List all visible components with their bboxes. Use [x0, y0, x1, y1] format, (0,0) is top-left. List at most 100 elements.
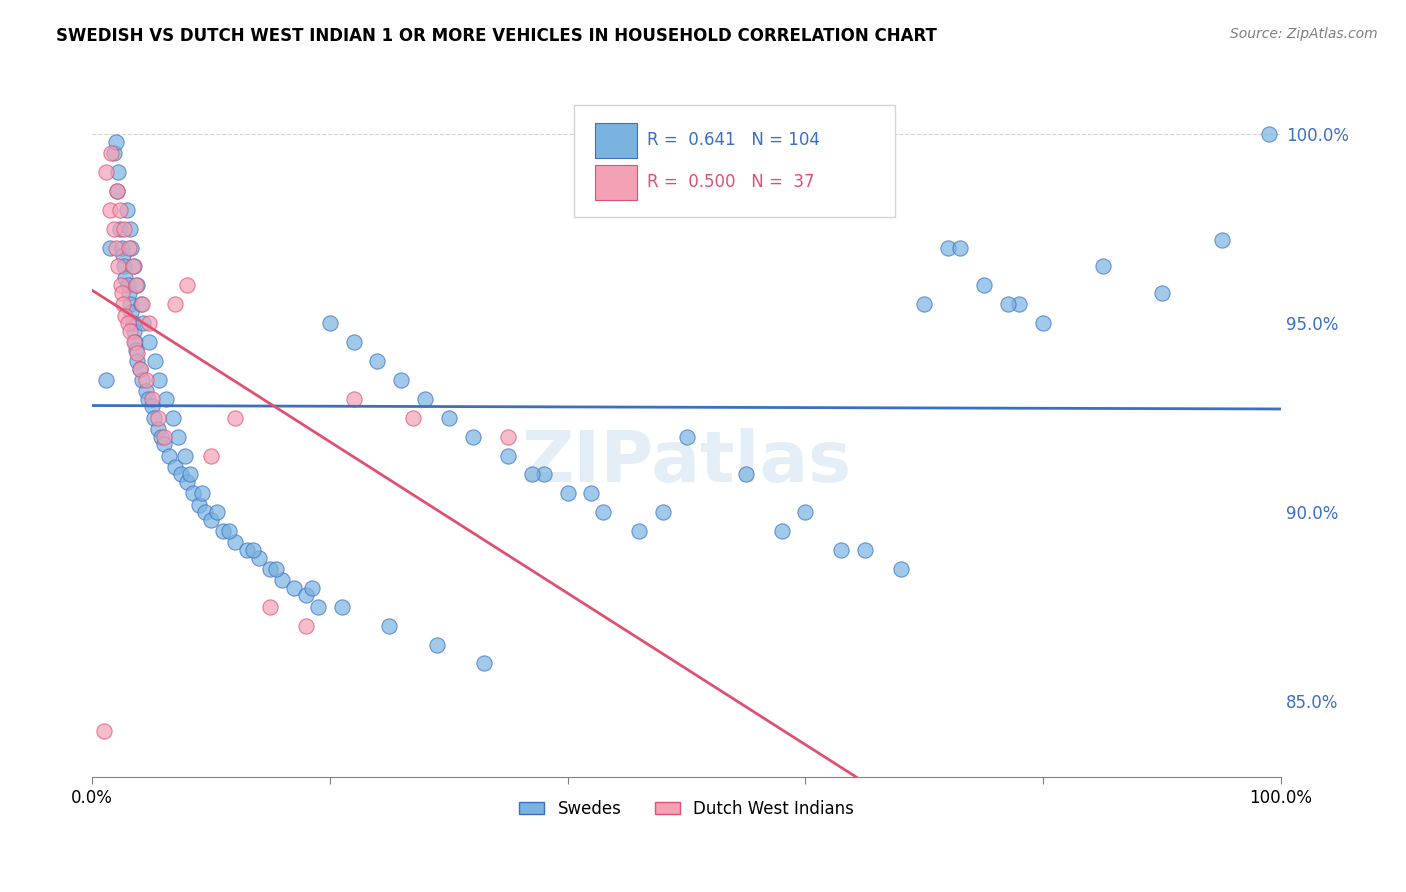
Point	[194, 505, 217, 519]
Point	[112, 260, 135, 274]
Point	[830, 543, 852, 558]
Point	[128, 361, 150, 376]
Point	[1091, 260, 1114, 274]
Point	[162, 410, 184, 425]
Point	[125, 343, 148, 357]
Point	[112, 221, 135, 235]
Point	[557, 486, 579, 500]
Point	[103, 221, 125, 235]
Text: ZIPatlas: ZIPatlas	[522, 427, 852, 497]
Point	[496, 429, 519, 443]
Point	[107, 165, 129, 179]
Point	[98, 202, 121, 217]
Point	[343, 335, 366, 350]
Point	[330, 599, 353, 614]
Point	[118, 241, 141, 255]
Point	[1258, 127, 1281, 141]
Point	[120, 305, 142, 319]
Point	[295, 588, 318, 602]
FancyBboxPatch shape	[574, 105, 894, 218]
Point	[118, 285, 141, 300]
Point	[127, 346, 149, 360]
Point	[307, 599, 329, 614]
Point	[247, 550, 270, 565]
Point	[120, 324, 142, 338]
Point	[105, 184, 128, 198]
Point	[627, 524, 650, 538]
Point	[159, 449, 181, 463]
Point	[93, 724, 115, 739]
Point	[121, 316, 143, 330]
Point	[138, 316, 160, 330]
Point	[1008, 297, 1031, 311]
Point	[224, 410, 246, 425]
Point	[366, 354, 388, 368]
Point	[1032, 316, 1054, 330]
Point	[121, 260, 143, 274]
Point	[111, 241, 134, 255]
Point	[96, 373, 118, 387]
Point	[343, 392, 366, 406]
Point	[141, 392, 163, 406]
Point	[135, 384, 157, 399]
Text: Source: ZipAtlas.com: Source: ZipAtlas.com	[1230, 27, 1378, 41]
Point	[125, 278, 148, 293]
Point	[224, 535, 246, 549]
Point	[111, 285, 134, 300]
Point	[266, 562, 288, 576]
Point	[122, 335, 145, 350]
Point	[114, 309, 136, 323]
Point	[148, 373, 170, 387]
Point	[1152, 285, 1174, 300]
Point	[135, 373, 157, 387]
Point	[402, 410, 425, 425]
Point	[259, 562, 281, 576]
Point	[912, 297, 935, 311]
Point	[437, 410, 460, 425]
Point	[132, 316, 155, 330]
Point	[152, 429, 174, 443]
Point	[166, 429, 188, 443]
Point	[533, 467, 555, 482]
Text: R =  0.641   N = 104: R = 0.641 N = 104	[647, 131, 820, 149]
Point	[122, 324, 145, 338]
Point	[146, 422, 169, 436]
Point	[200, 449, 222, 463]
Point	[259, 599, 281, 614]
Point	[124, 335, 146, 350]
Point	[143, 410, 166, 425]
Point	[426, 638, 449, 652]
Point	[949, 241, 972, 255]
Point	[378, 618, 401, 632]
Text: SWEDISH VS DUTCH WEST INDIAN 1 OR MORE VEHICLES IN HOUSEHOLD CORRELATION CHART: SWEDISH VS DUTCH WEST INDIAN 1 OR MORE V…	[56, 27, 938, 45]
Point	[152, 437, 174, 451]
FancyBboxPatch shape	[595, 123, 637, 158]
Point	[496, 449, 519, 463]
Point	[283, 581, 305, 595]
Point	[181, 486, 204, 500]
Point	[129, 297, 152, 311]
Point	[100, 146, 122, 161]
Point	[205, 505, 228, 519]
Point	[389, 373, 412, 387]
Point	[110, 278, 132, 293]
Point	[155, 392, 177, 406]
Point	[853, 543, 876, 558]
Point	[128, 361, 150, 376]
Point	[104, 241, 127, 255]
Point	[124, 260, 146, 274]
Point	[174, 449, 197, 463]
Point	[98, 241, 121, 255]
Point	[592, 505, 614, 519]
Point	[271, 574, 294, 588]
Point	[138, 335, 160, 350]
Point	[131, 373, 153, 387]
Point	[413, 392, 436, 406]
Point	[242, 543, 264, 558]
Point	[108, 202, 131, 217]
Point	[218, 524, 240, 538]
Point	[114, 270, 136, 285]
Point	[794, 505, 817, 519]
Point	[165, 459, 187, 474]
Point	[176, 475, 198, 489]
